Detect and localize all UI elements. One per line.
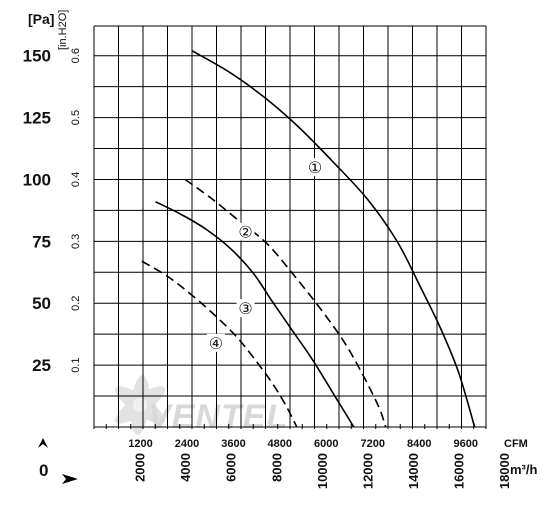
series-3-marker: ③ [238,301,252,318]
series-4-marker: ④ [209,336,223,353]
x-tick-label-cfm: 2400 [175,438,199,450]
x-tick-label-cfm: 4800 [268,438,292,450]
series-2-marker: ② [238,224,252,241]
x-tick-label-cfm: 9600 [453,438,477,450]
series-1-curve [191,50,476,428]
y-tick-label-secondary: 0.3 [70,234,82,249]
series-2-curve [184,178,387,428]
y-axis-secondary-unit-label: [in.H2O] [57,10,69,50]
y-tick-label-secondary: 0.4 [70,172,82,187]
x-axis-unit-cfm: CFM [504,438,528,450]
x-axis-arrow-icon [62,474,78,484]
watermark-text: VENTEL [148,398,288,436]
x-tick-label-m3h: 8000 [269,453,284,482]
x-tick-label-m3h: 2000 [133,453,148,482]
series-2-marker-bg [236,222,255,241]
y-tick-label-secondary: 0.5 [70,110,82,125]
x-tick-label-cfm: 6000 [314,438,338,450]
series-1-marker-bg [306,158,325,177]
y-tick-label: 25 [32,356,51,375]
series-4-curve [141,260,298,428]
series-3-curve [155,201,355,428]
series-1-marker: ① [308,160,322,177]
x-tick-label-m3h: 12000 [360,453,375,489]
y-tick-label-secondary: 0.6 [70,48,82,63]
y-tick-label: 50 [32,294,51,313]
series-3-marker-bg [236,299,255,318]
y-tick-label: 150 [23,47,51,66]
origin-label: 0 [39,461,48,480]
x-axis-unit-m3h: m³/h [510,462,538,477]
x-tick-label-cfm: 1200 [128,438,152,450]
y-axis-arrow-icon [38,438,48,448]
x-tick-label-cfm: 3600 [221,438,245,450]
x-tick-label-cfm: 8400 [407,438,431,450]
tick-labels: [Pa] 25 50 75 100 125 150 [in.H2O] 0.1 0.2 0.3 0.4 0… [23,10,538,490]
x-tick-label-m3h: 18000 [497,453,512,489]
x-tick-label-m3h: 4000 [178,453,193,482]
series-layer: ① ② ③ ④ [141,50,476,428]
x-tick-label-m3h: 6000 [224,453,239,482]
y-axis-unit-label: [Pa] [28,11,54,27]
axes [38,424,487,484]
x-tick-label-m3h: 14000 [406,453,421,489]
y-tick-label: 125 [23,109,51,128]
y-tick-label-secondary: 0.2 [70,296,82,311]
y-tick-label: 75 [32,232,51,251]
grid [93,25,487,427]
series-4-marker-bg [206,333,225,352]
y-tick-label: 100 [23,170,51,189]
y-tick-label-secondary: 0.1 [70,357,82,372]
x-tick-label-m3h: 10000 [315,453,330,489]
x-tick-label-m3h: 16000 [452,453,467,489]
x-tick-label-cfm: 7200 [360,438,384,450]
